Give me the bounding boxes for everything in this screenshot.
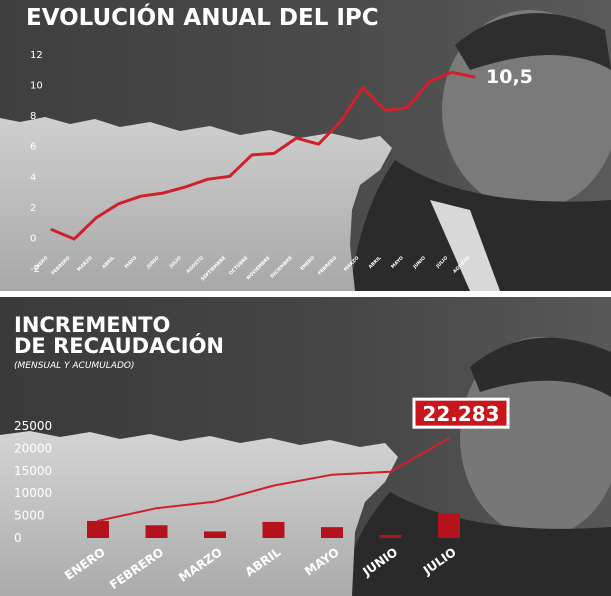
revenue-monthly-bar — [204, 531, 226, 538]
revenue-monthly-bar — [262, 521, 285, 538]
ipc-y-tick-label: 2 — [30, 203, 36, 214]
person-photo — [350, 10, 611, 291]
revenue-monthly-bar — [321, 527, 343, 538]
revenue-chart: INCREMENTO DE RECAUDACIÓN (MENSUAL Y ACU… — [0, 297, 611, 596]
revenue-y-tick-label: 15000 — [14, 464, 52, 478]
person-photo — [340, 337, 611, 596]
revenue-monthly-bar — [438, 513, 460, 538]
revenue-total-callout-box — [412, 397, 510, 429]
revenue-monthly-bars — [87, 513, 460, 538]
ipc-y-tick-label: 12 — [30, 50, 43, 61]
revenue-total-callout: 22.283 — [412, 397, 510, 429]
ipc-chart-title: EVOLUCIÓN ANUAL DEL IPC — [26, 3, 379, 31]
ipc-y-axis: 12 10 8 6 4 2 0 -2 — [30, 50, 43, 275]
revenue-chart-panel: INCREMENTO DE RECAUDACIÓN (MENSUAL Y ACU… — [0, 297, 611, 596]
revenue-y-tick-label: 5000 — [14, 509, 45, 523]
ipc-chart-panel: EVOLUCIÓN ANUAL DEL IPC 12 10 8 6 4 2 0 -2 ENER… — [0, 0, 611, 291]
ipc-series-line — [50, 70, 476, 241]
ipc-y-tick-label: -2 — [30, 264, 40, 275]
ipc-last-value-label: 10,5 — [486, 66, 533, 88]
revenue-chart-subtitle: (MENSUAL Y ACUMULADO) — [14, 361, 134, 371]
revenue-chart-title-line-1: INCREMENTO — [14, 313, 170, 337]
revenue-total-value: 22.283 — [422, 402, 499, 426]
torn-paper-area — [0, 431, 398, 596]
ipc-y-tick-label: 8 — [30, 111, 36, 122]
revenue-y-tick-label: 20000 — [14, 441, 52, 455]
revenue-monthly-bar — [87, 520, 109, 538]
ipc-y-tick-label: 4 — [30, 172, 36, 183]
ipc-y-tick-label: 0 — [30, 233, 36, 244]
ipc-y-tick-label: 10 — [30, 81, 43, 92]
revenue-chart-title-line-2: DE RECAUDACIÓN — [14, 333, 224, 358]
revenue-y-tick-label: 0 — [14, 531, 22, 545]
revenue-monthly-bar — [145, 525, 168, 538]
revenue-cumulative-line — [97, 437, 450, 522]
torn-paper-area — [0, 117, 392, 291]
ipc-y-tick-label: 6 — [30, 142, 36, 153]
revenue-monthly-bar — [379, 534, 402, 538]
revenue-y-tick-label: 10000 — [14, 486, 52, 500]
revenue-y-axis: 25000 20000 15000 10000 5000 0 — [14, 419, 52, 545]
revenue-y-tick-label: 25000 — [14, 419, 52, 433]
